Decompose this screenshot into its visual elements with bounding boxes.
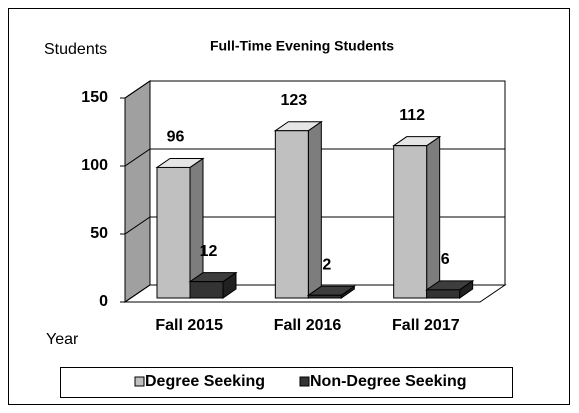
y-tick-label: 50 <box>90 225 108 242</box>
grid-line <box>124 148 505 167</box>
bar <box>156 166 191 299</box>
y-tick-label: 0 <box>99 293 108 310</box>
x-axis-label: Year <box>46 331 79 348</box>
data-label: 2 <box>322 256 331 273</box>
x-tick-label: Fall 2015 <box>155 317 223 334</box>
data-label: 12 <box>200 243 218 260</box>
x-tick-label: Fall 2016 <box>274 317 342 334</box>
side-wall <box>124 80 151 303</box>
y-tick-label: 150 <box>81 89 108 106</box>
bar <box>307 294 342 299</box>
grid-line <box>124 216 505 235</box>
bar <box>274 130 309 299</box>
y-tick-label: 100 <box>81 157 108 174</box>
bar <box>426 289 461 299</box>
bar-side <box>307 120 322 299</box>
chart-title: Full-Time Evening Students <box>210 38 394 54</box>
grid-line <box>124 284 505 303</box>
data-label: 96 <box>167 129 185 146</box>
legend-label: Degree Seeking <box>145 373 265 390</box>
data-label: 112 <box>399 107 425 124</box>
x-tick-label: Fall 2017 <box>392 317 460 334</box>
bar <box>189 281 224 299</box>
bar-side <box>426 135 441 299</box>
data-label: 6 <box>441 251 450 268</box>
legend-marker <box>299 376 310 387</box>
legend-marker <box>134 376 145 387</box>
bar <box>393 145 428 299</box>
legend-label: Non-Degree Seeking <box>310 373 466 390</box>
data-label: 123 <box>280 92 307 109</box>
grid-line <box>124 80 505 99</box>
y-axis-label: Students <box>44 41 107 58</box>
